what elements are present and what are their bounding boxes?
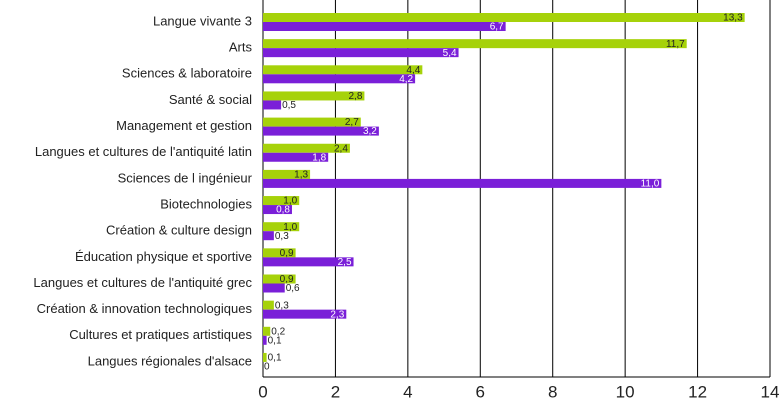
value-label: 0,9: [280, 274, 294, 285]
bar: [263, 152, 329, 162]
value-label: 0,1: [268, 353, 282, 364]
bar: [263, 274, 296, 284]
bar: [263, 283, 285, 293]
category-label: Arts: [229, 40, 253, 55]
bar: [263, 335, 267, 345]
value-label: 4,2: [399, 74, 413, 85]
category-label: Création & innovation technologiques: [37, 301, 253, 316]
value-label: 0,6: [286, 283, 300, 294]
x-tick-label: 2: [331, 382, 340, 401]
category-label: Langue vivante 3: [153, 13, 252, 28]
category-label: Management et gestion: [116, 118, 252, 133]
value-label: 1,0: [283, 196, 297, 207]
bar: [263, 117, 361, 127]
bar: [263, 100, 282, 110]
bar: [263, 248, 296, 258]
bar: [263, 309, 347, 319]
bar: [263, 65, 423, 75]
value-label: 11,7: [666, 39, 685, 50]
bar: [263, 126, 379, 136]
value-label: 13,3: [723, 13, 743, 24]
value-label: 2,4: [334, 143, 348, 154]
category-label: Biotechnologies: [160, 196, 252, 211]
category-label: Cultures et pratiques artistiques: [69, 327, 252, 342]
bar: [263, 326, 271, 336]
bar: [263, 169, 311, 179]
x-tick-label: 0: [258, 382, 267, 401]
x-tick-label: 8: [548, 382, 557, 401]
bar: [263, 13, 745, 22]
bar: [263, 91, 365, 101]
bar: [263, 22, 506, 31]
bar: [263, 352, 267, 362]
bar: [263, 300, 274, 310]
value-label: 0,2: [271, 326, 285, 337]
value-label: 1,0: [283, 222, 297, 233]
category-label: Langues régionales d'alsace: [88, 353, 252, 368]
value-label: 4,4: [406, 65, 420, 76]
x-tick-label: 12: [688, 382, 707, 401]
category-label: Santé & social: [169, 92, 252, 107]
value-label: 2,8: [348, 91, 362, 102]
category-label: Langues et cultures de l'antiquité grec: [33, 275, 252, 290]
x-tick-label: 6: [476, 382, 485, 401]
category-label: Sciences de l ingénieur: [118, 170, 253, 185]
bar: [263, 222, 300, 232]
value-label: 0,9: [280, 248, 294, 259]
x-tick-label: 4: [403, 382, 412, 401]
value-label: 0,1: [268, 335, 282, 346]
bar: [263, 74, 416, 84]
value-label: 5,4: [443, 48, 457, 59]
bar: [263, 178, 662, 188]
value-label: 3,2: [363, 126, 377, 137]
bar: [263, 143, 350, 153]
x-tick-label: 10: [616, 382, 635, 401]
value-label: 6,7: [490, 22, 504, 33]
x-tick-label: 14: [761, 382, 780, 401]
value-label: 0,3: [275, 231, 289, 242]
value-label: 2,3: [330, 309, 344, 320]
category-label: Langues et cultures de l'antiquité latin: [35, 144, 252, 159]
value-label: 2,7: [345, 117, 359, 128]
bar: [263, 257, 354, 267]
value-label: 0,5: [282, 100, 296, 111]
category-label: Création & culture design: [106, 223, 252, 238]
bar: [263, 205, 292, 215]
bar: [263, 48, 459, 58]
category-label: Sciences & laboratoire: [122, 66, 252, 81]
value-label: 11,0: [641, 179, 660, 190]
value-label: 2,5: [338, 257, 352, 268]
value-label: 0,8: [276, 205, 290, 216]
bar: [263, 231, 274, 241]
value-label: 0: [264, 362, 270, 373]
value-label: 1,3: [294, 170, 308, 181]
bar: [263, 39, 687, 49]
value-label: 1,8: [312, 152, 326, 163]
category-label: Éducation physique et sportive: [75, 249, 252, 264]
bar: [263, 196, 300, 206]
value-label: 0,3: [275, 300, 289, 311]
